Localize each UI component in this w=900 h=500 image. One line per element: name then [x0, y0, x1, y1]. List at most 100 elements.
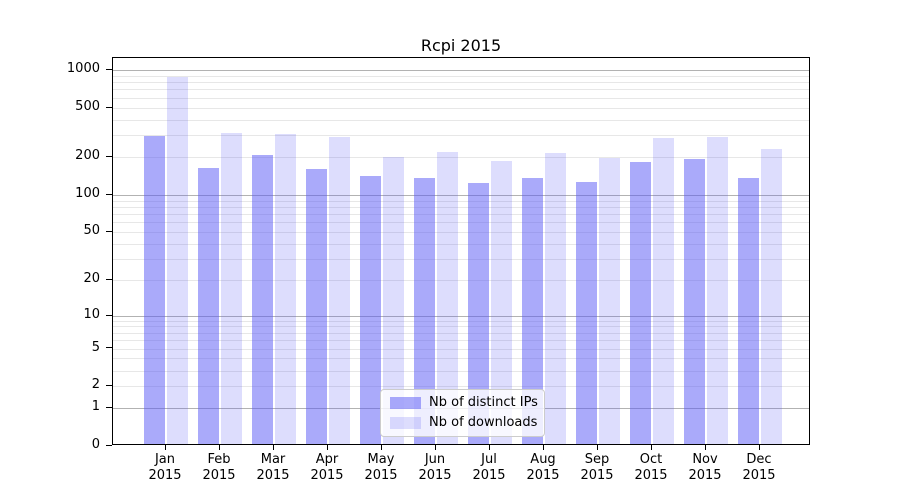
- bar-downloads-sep: [599, 157, 620, 444]
- x-tick-label-mar: Mar 2015: [243, 452, 303, 484]
- x-tick-mark-aug: [543, 445, 544, 450]
- legend-swatch-downloads: [390, 417, 421, 429]
- legend-label-downloads: Nb of downloads: [429, 415, 538, 430]
- x-tick-mark-dec: [759, 445, 760, 450]
- bar-distinct-ips-sep: [576, 181, 597, 444]
- legend-item: Nb of distinct IPs: [390, 395, 538, 411]
- x-tick-label-nov: Nov 2015: [675, 452, 735, 484]
- bar-downloads-jan: [167, 76, 188, 444]
- x-tick-label-month: Aug: [530, 452, 556, 467]
- gridline-minor-700: [113, 89, 809, 91]
- bar-distinct-ips-mar: [252, 155, 273, 444]
- gridline-minor-70: [113, 214, 809, 215]
- x-tick-label-month: Feb: [207, 452, 231, 467]
- gridline-major-10: [113, 315, 809, 317]
- y-tick-mark-5: [106, 347, 112, 348]
- bar-downloads-jun: [437, 151, 458, 444]
- bar-distinct-ips-jan: [144, 135, 165, 444]
- bar-downloads-mar: [275, 133, 296, 444]
- bar-distinct-ips-aug: [522, 177, 543, 444]
- bar-distinct-ips-may: [360, 175, 381, 444]
- y-tick-mark-1000: [106, 69, 112, 70]
- y-tick-mark-2: [106, 385, 112, 386]
- bar-downloads-aug: [545, 152, 566, 444]
- gridline-minor-4: [113, 358, 809, 360]
- x-tick-label-aug: Aug 2015: [513, 452, 573, 484]
- gridline-minor-900: [113, 75, 809, 77]
- y-tick-mark-50: [106, 231, 112, 232]
- y-tick-label-1: 1: [91, 399, 100, 415]
- x-tick-label-year: 2015: [418, 468, 452, 483]
- x-tick-mark-jan: [165, 445, 166, 450]
- gridline-minor-500: [113, 107, 809, 109]
- x-tick-label-month: Jun: [424, 452, 446, 467]
- y-tick-label-2: 2: [91, 377, 100, 393]
- x-tick-label-month: Jan: [154, 452, 176, 467]
- gridline-minor-8: [113, 326, 809, 328]
- x-tick-label-feb: Feb 2015: [189, 452, 249, 484]
- x-tick-mark-mar: [273, 445, 274, 450]
- x-tick-label-month: Mar: [260, 452, 286, 467]
- x-tick-label-may: May 2015: [351, 452, 411, 484]
- x-tick-label-year: 2015: [688, 468, 722, 483]
- y-tick-label-1000: 1000: [66, 61, 100, 76]
- bar-downloads-jul: [491, 161, 512, 444]
- y-tick-mark-500: [106, 107, 112, 108]
- y-tick-label-10: 10: [83, 306, 100, 322]
- y-tick-label-100: 100: [75, 185, 100, 201]
- bar-distinct-ips-jul: [468, 182, 489, 444]
- y-tick-mark-1: [106, 407, 112, 408]
- legend-swatch-distinct-ips: [390, 397, 421, 409]
- x-tick-label-year: 2015: [526, 468, 560, 483]
- gridline-minor-20: [113, 280, 809, 282]
- x-tick-label-year: 2015: [148, 468, 182, 483]
- bar-downloads-may: [383, 156, 404, 444]
- gridline-minor-5: [113, 348, 809, 350]
- y-tick-mark-20: [106, 279, 112, 280]
- bar-distinct-ips-apr: [306, 168, 327, 444]
- x-tick-label-year: 2015: [310, 468, 344, 483]
- y-tick-label-50: 50: [83, 223, 100, 238]
- x-tick-label-year: 2015: [364, 468, 398, 483]
- gridline-minor-600: [113, 97, 809, 99]
- x-tick-label-month: Apr: [315, 452, 339, 467]
- legend-item: Nb of downloads: [390, 415, 538, 431]
- gridline-minor-60: [113, 222, 809, 224]
- bar-distinct-ips-feb: [198, 167, 219, 444]
- x-tick-label-month: May: [367, 452, 395, 467]
- gridline-minor-80: [113, 206, 809, 208]
- legend: Nb of distinct IPs Nb of downloads: [380, 389, 545, 437]
- bar-distinct-ips-nov: [684, 158, 705, 444]
- gridline-minor-30: [113, 259, 809, 261]
- gridline-minor-800: [113, 82, 809, 84]
- gridline-minor-90: [113, 200, 809, 202]
- gridline-minor-3: [113, 370, 809, 372]
- x-tick-mark-feb: [219, 445, 220, 450]
- y-tick-label-5: 5: [91, 339, 100, 355]
- y-tick-label-500: 500: [75, 98, 100, 114]
- gridline-major-100: [113, 194, 809, 196]
- gridline-minor-2: [113, 386, 809, 388]
- y-tick-mark-0: [106, 445, 112, 446]
- x-tick-mark-apr: [327, 445, 328, 450]
- gridline-minor-7: [113, 332, 809, 334]
- x-tick-label-year: 2015: [202, 468, 236, 483]
- x-tick-label-year: 2015: [634, 468, 668, 483]
- x-tick-mark-jul: [489, 445, 490, 450]
- x-tick-mark-jun: [435, 445, 436, 450]
- bar-downloads-dec: [761, 149, 782, 444]
- gridline-minor-400: [113, 119, 809, 121]
- x-tick-label-jul: Jul 2015: [459, 452, 519, 484]
- x-tick-label-year: 2015: [472, 468, 506, 483]
- x-tick-mark-nov: [705, 445, 706, 450]
- bar-distinct-ips-dec: [738, 177, 759, 444]
- bar-distinct-ips-jun: [414, 177, 435, 444]
- y-tick-label-200: 200: [75, 148, 100, 164]
- bar-downloads-oct: [653, 138, 674, 444]
- x-tick-label-jan: Jan 2015: [135, 452, 195, 484]
- x-tick-label-year: 2015: [256, 468, 290, 483]
- gridline-minor-200: [113, 157, 809, 159]
- x-tick-mark-sep: [597, 445, 598, 450]
- x-tick-label-year: 2015: [742, 468, 776, 483]
